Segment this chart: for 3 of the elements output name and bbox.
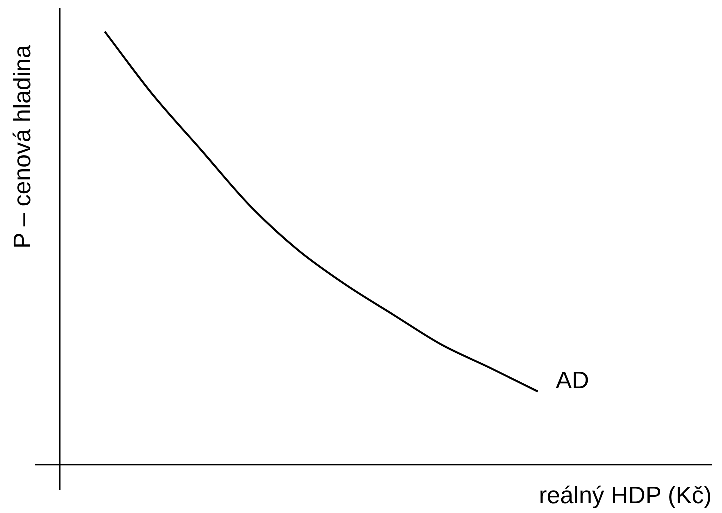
x-axis-title: reálný HDP (Kč) — [539, 482, 712, 510]
series-label: AD — [556, 367, 590, 394]
y-axis-title: P – cenová hladina — [10, 44, 37, 249]
